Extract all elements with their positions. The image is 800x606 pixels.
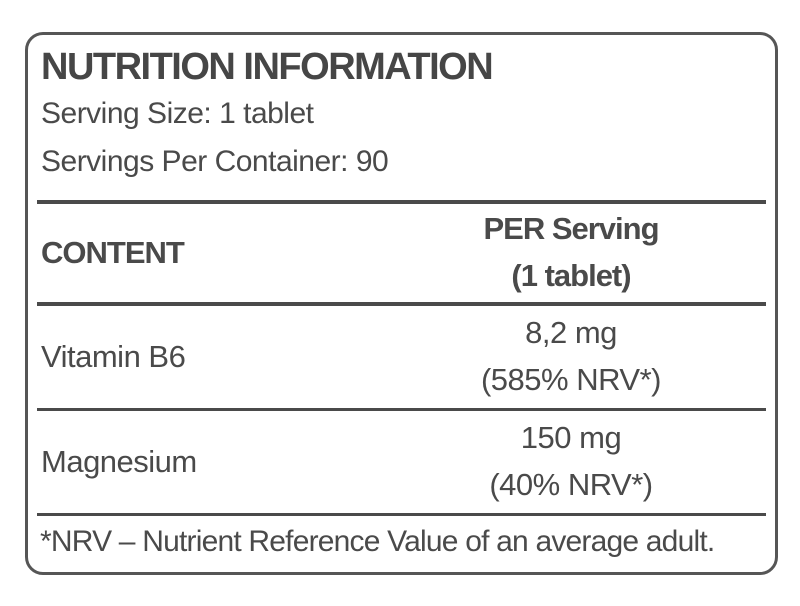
divider-top <box>37 199 766 204</box>
per-serving-header-line1: PER Serving <box>483 211 659 247</box>
nutrient-name: Vitamin B6 <box>41 338 186 374</box>
servings-per-container-text: Servings Per Container: 90 <box>41 144 389 178</box>
nutrient-nrv: (40% NRV*) <box>489 466 653 502</box>
nutrient-amount: 150 mg <box>520 420 622 456</box>
nutrient-nrv: (585% NRV*) <box>480 361 662 397</box>
nrv-footnote: *NRV – Nutrient Reference Value of an av… <box>40 524 715 558</box>
nutrient-value: 8,2 mg (585% NRV*) <box>381 310 761 403</box>
nutrient-name: Magnesium <box>41 443 197 479</box>
divider-header <box>37 301 766 306</box>
divider-row-1 <box>37 407 766 411</box>
per-serving-column-header: PER Serving (1 tablet) <box>381 206 761 299</box>
nutrition-label-panel: NUTRITION INFORMATION Serving Size: 1 ta… <box>25 32 778 575</box>
serving-size-text: Serving Size: 1 tablet <box>41 96 314 130</box>
per-serving-header-line2: (1 tablet) <box>511 257 631 293</box>
nutrient-value: 150 mg (40% NRV*) <box>381 415 761 508</box>
label-header-section: NUTRITION INFORMATION Serving Size: 1 ta… <box>28 35 775 186</box>
nutrient-amount: 8,2 mg <box>525 315 617 351</box>
content-column-header: CONTENT <box>41 234 185 270</box>
table-header-row: CONTENT PER Serving (1 tablet) <box>28 204 775 302</box>
divider-row-2 <box>37 512 766 516</box>
table-row: Magnesium 150 mg (40% NRV*) <box>28 411 775 513</box>
table-row: Vitamin B6 8,2 mg (585% NRV*) <box>28 306 775 408</box>
label-title: NUTRITION INFORMATION <box>41 46 494 88</box>
